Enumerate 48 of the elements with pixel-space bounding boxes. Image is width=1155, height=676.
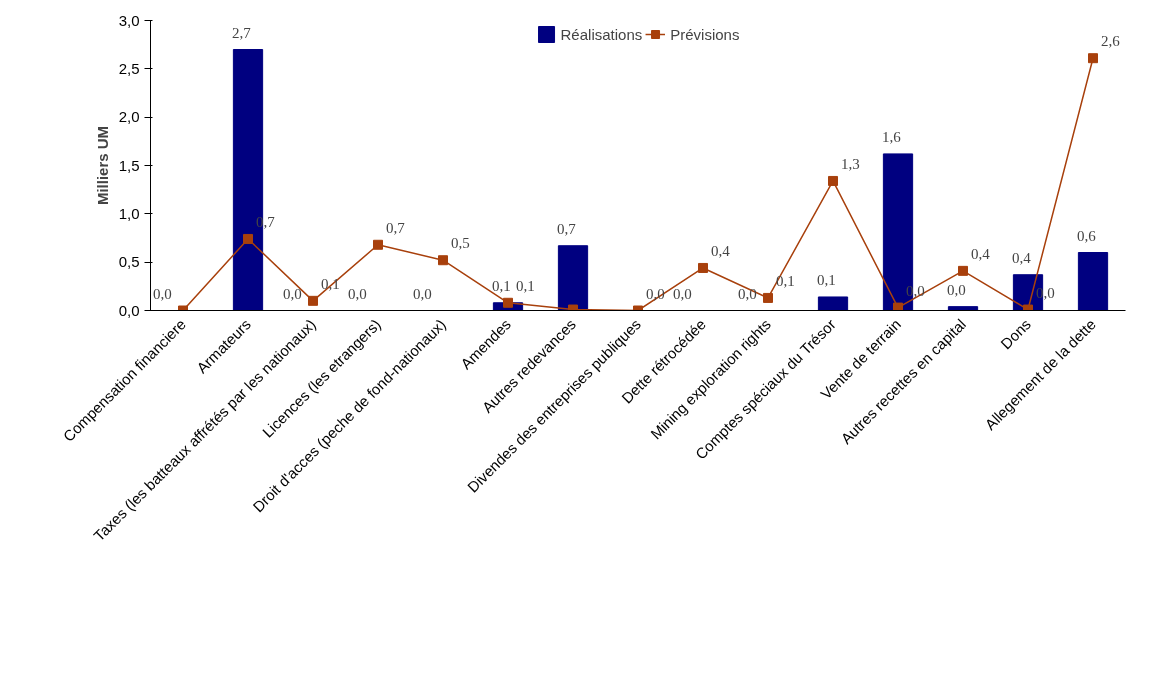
legend-label: Réalisations [560,25,643,43]
data-label: 0,0 [673,285,692,302]
point [828,175,838,186]
data-label: 0,0 [283,285,302,302]
y-axis-title: Milliers UM [93,125,111,206]
data-label: 0,4 [1012,249,1032,266]
point [893,302,903,311]
y-tick-label: 0,5 [118,253,140,271]
y-tick-label: 2,5 [118,59,140,77]
data-label: 1,6 [882,128,902,145]
data-label: 0,0 [348,285,367,302]
bar [557,245,589,311]
legend-label: Prévisions [670,25,740,43]
point [438,255,448,266]
point [503,297,513,308]
y-tick-label: 0,0 [118,301,140,319]
data-label: 0,0 [413,285,432,302]
y-tick-label: 1,0 [118,204,140,222]
point [243,233,253,244]
point [763,292,773,303]
bar [1077,252,1109,311]
data-label: 0,4 [971,245,991,262]
data-label: 2,7 [232,24,252,41]
y-tick-label: 3,0 [118,11,140,29]
data-label: 0,1 [776,272,795,289]
point [698,262,708,273]
data-label: 0,1 [492,277,511,294]
data-label: 0,6 [1077,227,1097,244]
data-label: 0,0 [153,285,172,302]
data-label: 1,3 [841,155,860,172]
data-label: 0,0 [646,285,665,302]
y-tick-label: 1,5 [118,156,140,174]
bar [817,296,849,311]
data-label: 0,0 [947,281,966,298]
point [373,239,383,250]
data-label: 0,4 [711,242,731,259]
data-label: 0,0 [738,285,757,302]
y-tick-label: 2,0 [118,108,140,126]
data-label: 0,1 [817,271,836,288]
point [1088,53,1098,64]
point [308,295,318,306]
data-label: 0,1 [516,277,535,294]
bar [947,306,979,311]
point [958,265,968,276]
data-label: 0,5 [451,235,470,252]
data-label: 2,6 [1101,33,1121,50]
data-label: 0,7 [386,219,406,236]
data-label: 0,7 [557,220,577,237]
